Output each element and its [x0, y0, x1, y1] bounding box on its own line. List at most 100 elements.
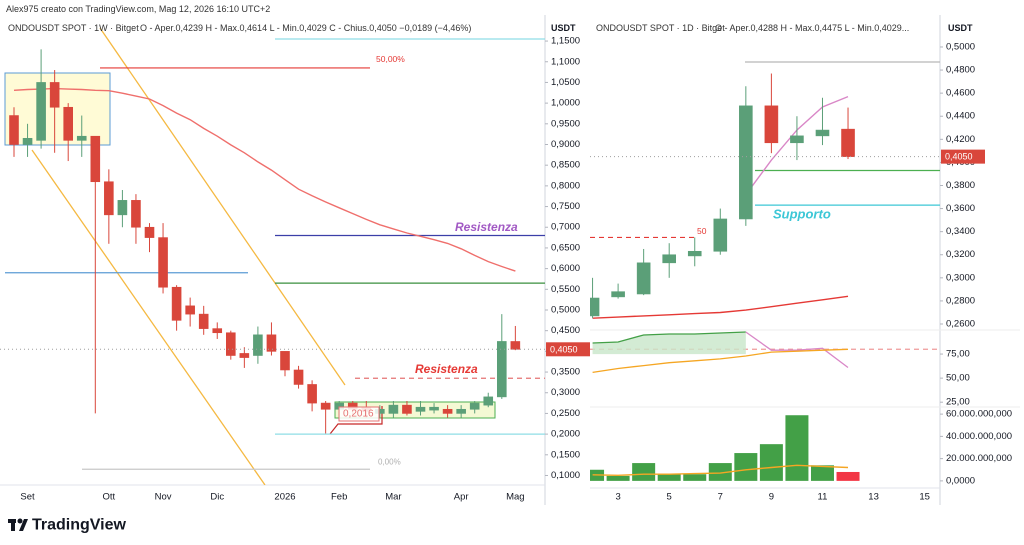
candle-body [320, 402, 331, 410]
candle-body [171, 286, 182, 321]
last-price-label: 0,4050 [945, 152, 973, 162]
volume-bar [632, 463, 656, 481]
y-tick-label: 0,8000 [551, 180, 580, 191]
candle-body [49, 82, 60, 108]
y-tick-label: 20.000.000,000 [946, 453, 1012, 464]
volume-bar [759, 444, 783, 481]
y-tick-label: 0,3200 [946, 249, 975, 260]
x-tick-label: Set [20, 492, 35, 503]
x-tick-label: Nov [155, 492, 172, 503]
plots [0, 38, 940, 481]
last-price-tag [941, 149, 985, 164]
x-tick-label: 9 [769, 492, 774, 503]
y-tick-label: 0,6000 [551, 263, 580, 274]
volume-bar [734, 453, 758, 481]
oscillator-line [592, 331, 746, 344]
x-tick-label: 11 [818, 492, 828, 503]
pane [590, 331, 940, 374]
volume-average [592, 464, 849, 477]
x-tick-label: 5 [667, 492, 672, 503]
y-tick-label: 0,9500 [551, 118, 580, 129]
x-tick-label: Apr [454, 492, 469, 503]
x-tick-label: 7 [718, 492, 723, 503]
support-label: Supporto [773, 207, 831, 222]
y-tick-label: 40.000.000,000 [946, 431, 1012, 442]
resistance-label: Resistenza [415, 362, 478, 376]
candle-body [131, 200, 141, 228]
candle-body [212, 328, 223, 334]
candle-body [739, 105, 753, 220]
y-tick-label: 0,1000 [551, 470, 580, 481]
y-tick-label: 0,4600 [946, 88, 975, 99]
y-tick-label: 0,2500 [551, 408, 580, 419]
x-tick-label: 13 [868, 492, 879, 503]
y-tick-label: 0,8500 [551, 160, 580, 171]
y-tick-label: 0,2000 [551, 429, 580, 440]
oscillator-line [745, 331, 849, 369]
x-tick-label: Ott [103, 492, 116, 503]
y-tick-label: 0,3500 [551, 367, 580, 378]
candle-body [790, 135, 804, 144]
candle-body [611, 291, 625, 298]
y-tick-label: 0,9000 [551, 139, 580, 150]
price-tag [338, 406, 380, 422]
candle-body [307, 384, 317, 404]
y-tick-label: 0,3600 [946, 203, 975, 214]
moving-average [592, 295, 849, 319]
y-tick-label: 50,00 [946, 373, 970, 384]
y-tick-label: 0,2800 [946, 295, 975, 306]
y-tick-label: 0,4800 [946, 65, 975, 76]
channel-line [31, 149, 266, 485]
candle-body [764, 105, 779, 144]
last-price-tag [546, 342, 590, 357]
candle-body [9, 115, 19, 145]
candle-body [293, 369, 304, 385]
pane [0, 38, 545, 470]
fib-label: 50 [697, 226, 707, 236]
candle-body [158, 237, 168, 288]
x-tick-label: Feb [331, 492, 347, 503]
oscillator-fill [592, 332, 746, 355]
y-tick-label: 0,3400 [946, 226, 975, 237]
y-tick-label: 0,4200 [946, 134, 975, 145]
candle-body [266, 334, 277, 352]
candle-body [22, 137, 33, 145]
y-tick-label: 0,5000 [551, 304, 580, 315]
candle-body [144, 226, 155, 238]
price-unit: USDT [948, 23, 973, 33]
volume-bar [810, 465, 834, 481]
candle-body [36, 82, 46, 141]
fib-label: 50,00% [376, 54, 405, 64]
resistance-label: Resistenza [455, 220, 518, 234]
y-tick-label: 0,5500 [551, 284, 580, 295]
x-tick-label: 3 [615, 492, 620, 503]
candle-body [253, 334, 263, 356]
creator-header: Alex975 creato con TradingView.com, Mag … [6, 4, 270, 14]
y-tick-label: 0,7500 [551, 201, 580, 212]
channel-line [99, 27, 346, 386]
candle-body [117, 200, 128, 216]
x-tick-label: Mag [506, 492, 524, 503]
candle-body [198, 313, 209, 329]
y-tick-label: 0,2600 [946, 318, 975, 329]
ohlc-readout: O - Aper.0,4239 H - Max.0,4614 L - Min.0… [140, 23, 471, 33]
pane [590, 61, 940, 319]
chart-title: ONDOUSDT SPOT · 1D · Bitget [596, 23, 725, 33]
candle-body [402, 404, 412, 414]
candle-body [469, 402, 480, 410]
candle-body [841, 128, 855, 157]
candle-body [90, 135, 101, 183]
y-tick-label: 0,3000 [551, 387, 580, 398]
candle-body [280, 351, 290, 371]
candle-body [226, 332, 236, 356]
candle-body [442, 408, 453, 414]
candle-body [239, 353, 250, 358]
y-tick-label: 0,3800 [946, 180, 975, 191]
y-tick-label: 0,3000 [946, 272, 975, 283]
moving-average [13, 87, 516, 272]
y-tick-label: 25,00 [946, 397, 970, 408]
candle-body [815, 129, 830, 137]
x-tick-label: Mar [385, 492, 401, 503]
ohlc-readout: O - Aper.0,4288 H - Max.0,4475 L - Min.0… [715, 23, 909, 33]
